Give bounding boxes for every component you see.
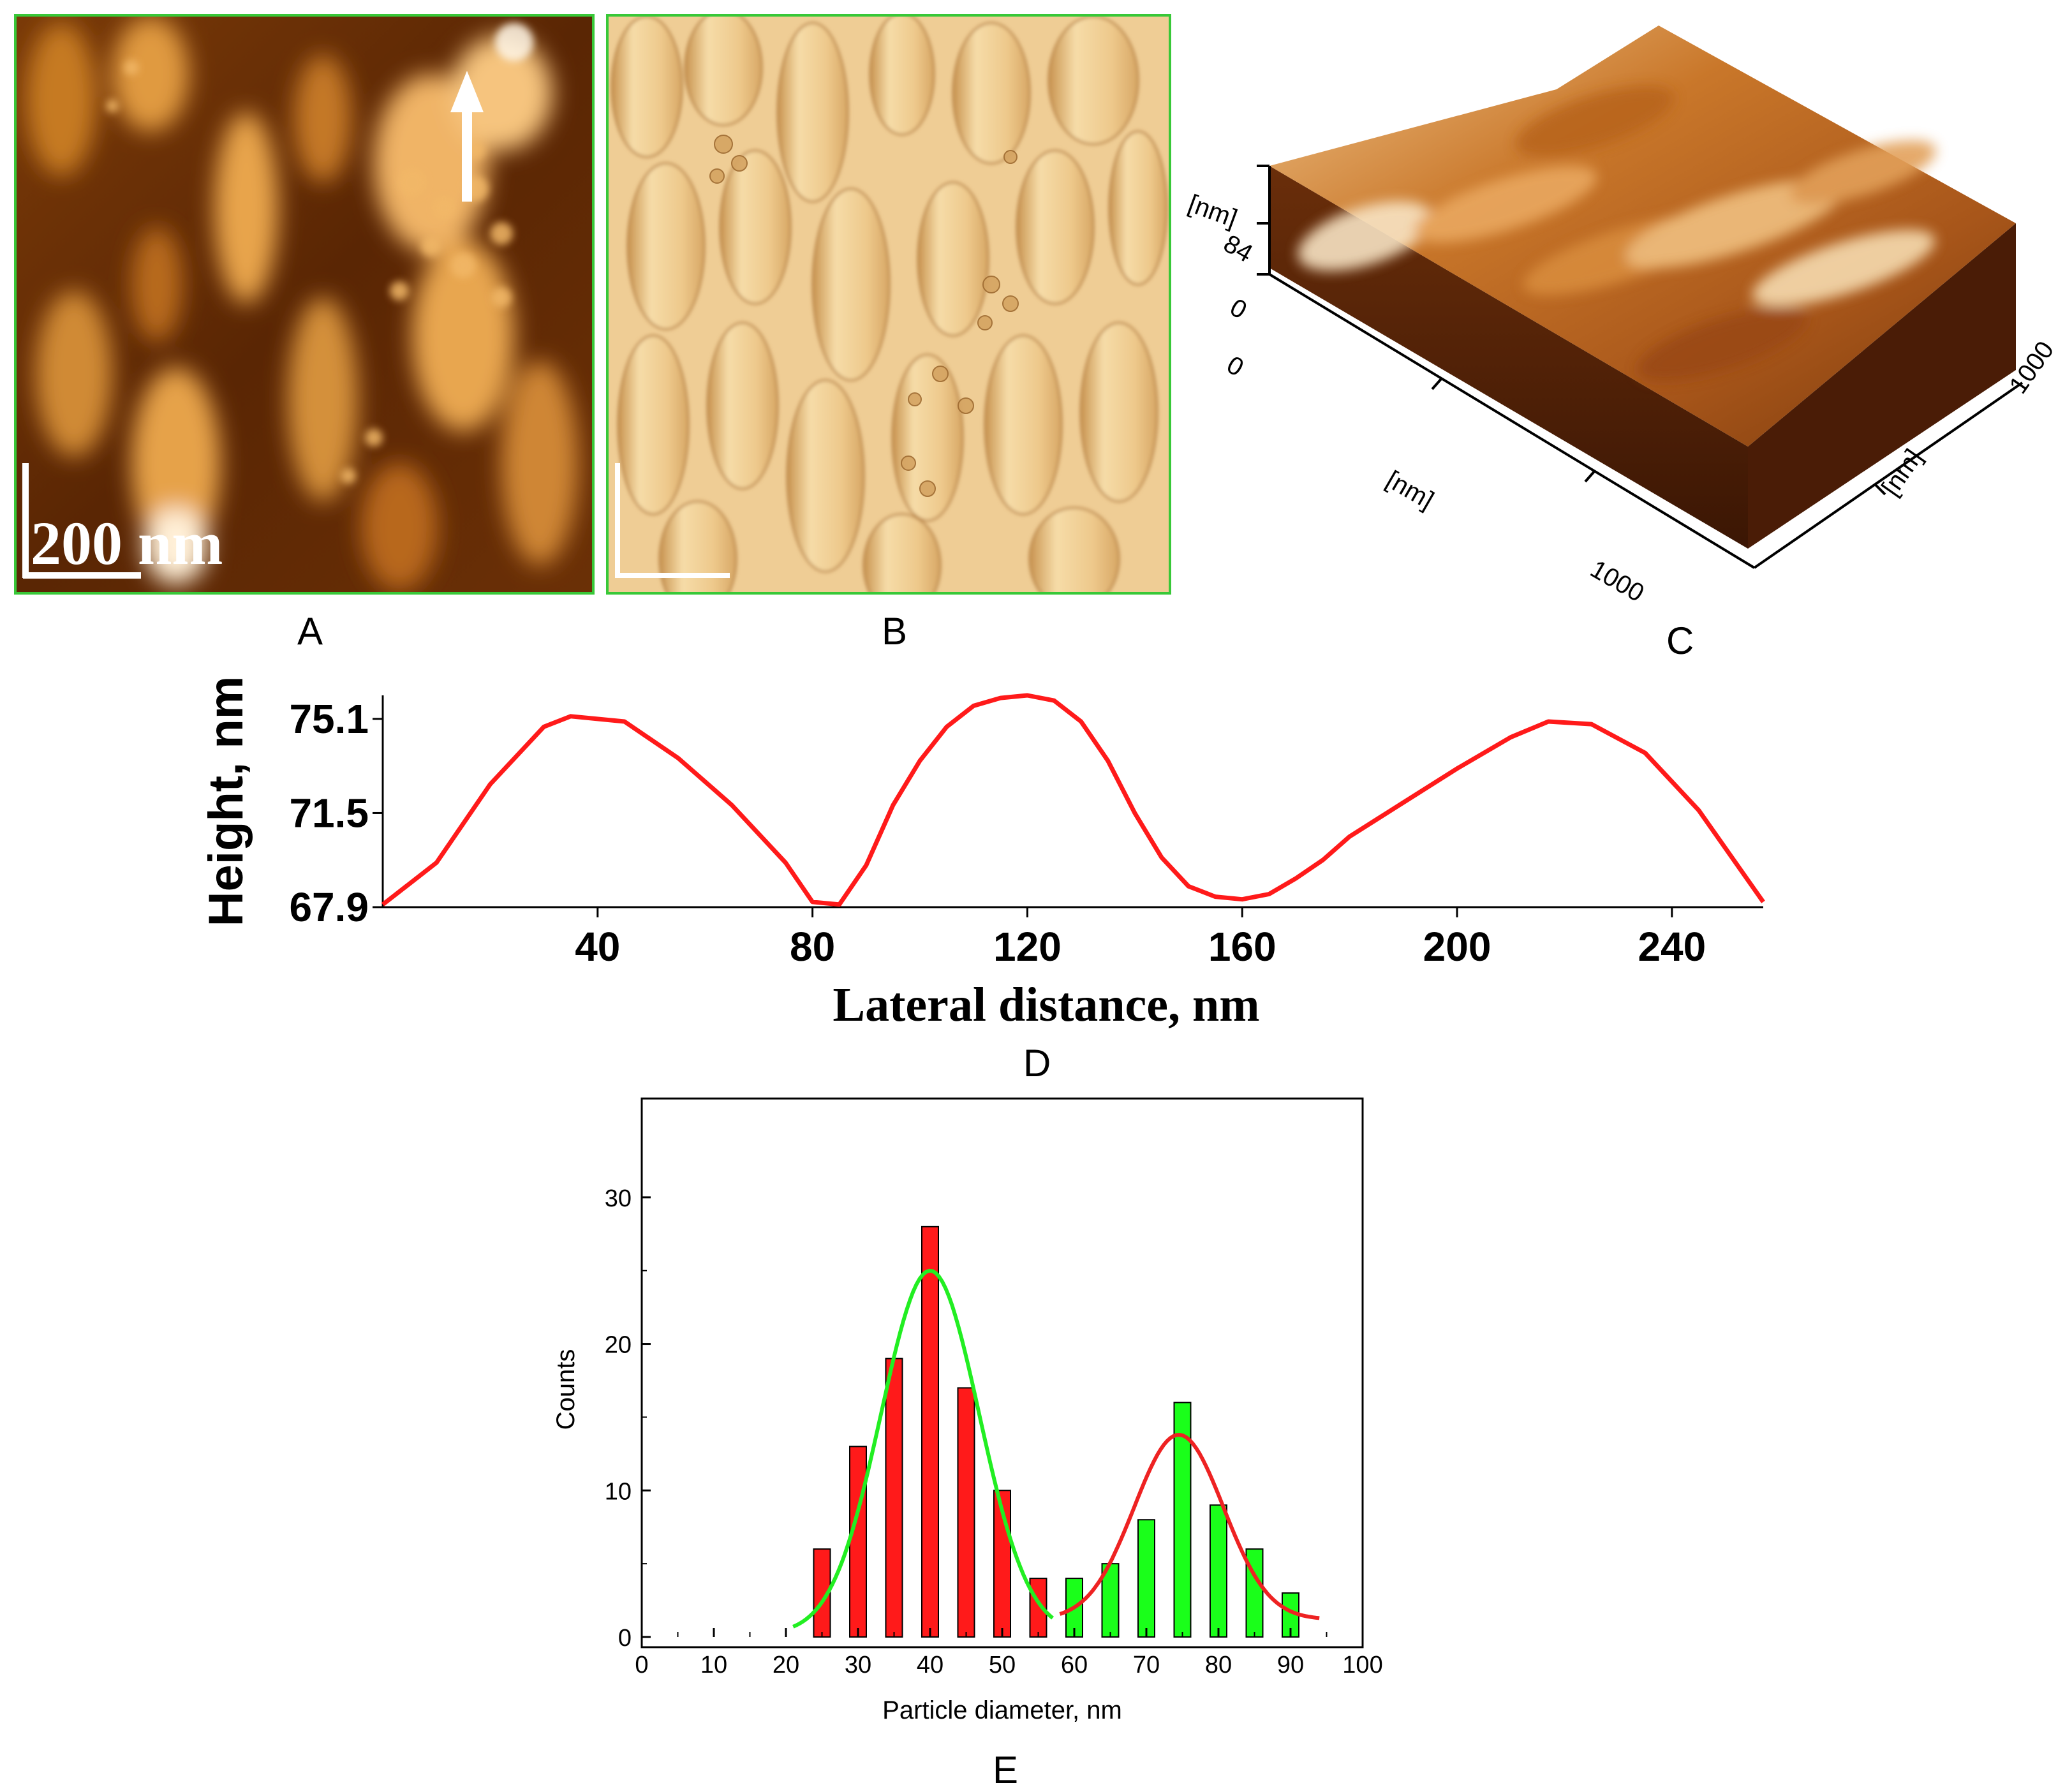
x-axis-max: 1000 <box>1586 555 1649 608</box>
x-tick-label: 0 <box>635 1652 648 1678</box>
histogram-bar <box>885 1358 903 1638</box>
afm-phase-image <box>606 14 1171 595</box>
x-tick-label: 90 <box>1277 1652 1304 1678</box>
histogram-bar <box>921 1226 939 1638</box>
y-tick-label: 30 <box>605 1185 632 1212</box>
panel-label-e: E <box>993 1749 1019 1791</box>
scale-bar-label: 200 nm <box>31 509 223 577</box>
arrow-annotation <box>450 71 484 202</box>
particle-histogram-chart: 0 10 20 30 0 10 20 30 40 50 60 70 80 90 100 Particle … <box>552 1097 1383 1722</box>
afm-3d-view: [nm] 84 0 0 [nm] 1000 [nm] 1000 <box>1174 13 2072 651</box>
x-tick-label: 40 <box>917 1652 944 1678</box>
histogram-bar <box>957 1387 975 1638</box>
x-tick-label: 120 <box>993 924 1062 970</box>
x-tick-label: 20 <box>773 1652 799 1678</box>
axes-3d <box>1257 165 2024 569</box>
afm-topography-image: 200 nm <box>14 14 595 595</box>
y-tick-label: 0 <box>618 1625 632 1652</box>
scale-bar <box>22 463 141 579</box>
x-axis-label: Lateral distance, nm <box>833 978 1259 1032</box>
side-wall-right <box>1748 223 2016 549</box>
x-tick-label: 80 <box>1205 1652 1232 1678</box>
x-tick-label: 10 <box>700 1652 727 1678</box>
x-tick-label: 160 <box>1208 924 1276 970</box>
z-axis-unit: [nm] <box>1185 189 1241 233</box>
panel-label-b: B <box>882 610 908 653</box>
height-profile-line <box>381 693 1765 907</box>
y-tick-label: 75.1 <box>289 696 369 742</box>
gaussian-fit-curve <box>792 1268 1054 1629</box>
x-axis-unit: [nm] <box>1382 466 1439 515</box>
histogram-bar <box>1137 1519 1155 1638</box>
x-tick-label: 50 <box>989 1652 1016 1678</box>
scale-bar <box>615 463 730 578</box>
histogram-bar <box>1173 1402 1192 1638</box>
x-tick-label: 200 <box>1423 924 1491 970</box>
y-tick-label: 20 <box>605 1332 632 1359</box>
panel-label-c: C <box>1666 619 1694 662</box>
side-wall-front <box>1269 166 1748 549</box>
plot-frame <box>640 1097 1364 1648</box>
gaussian-fit-curve <box>1059 1433 1320 1620</box>
origin-label: 0 <box>1222 351 1248 382</box>
height-profile-chart: 67.9 71.5 75.1 40 80 120 160 200 240 Lateral di… <box>199 676 1765 1032</box>
y-axis-label: Counts <box>552 1349 580 1430</box>
y-tick-label: 71.5 <box>289 790 369 836</box>
panel-label-d: D <box>1023 1042 1051 1085</box>
x-tick-label: 70 <box>1133 1652 1160 1678</box>
y-tick-label: 67.9 <box>289 884 369 930</box>
panel-label-a: A <box>297 610 323 653</box>
histogram-bar <box>1210 1504 1227 1638</box>
surface-3d: [nm] 84 0 0 [nm] 1000 [nm] 1000 <box>1185 26 2059 608</box>
topography-surface <box>17 17 592 592</box>
x-tick-label: 30 <box>845 1652 871 1678</box>
y-axis-label: Height, nm <box>199 676 253 926</box>
x-tick-label: 80 <box>790 924 835 970</box>
z-axis-min: 0 <box>1225 293 1252 325</box>
histogram-bar <box>849 1446 867 1638</box>
x-tick-label: 40 <box>575 924 620 970</box>
y-tick-label: 10 <box>605 1478 632 1505</box>
x-tick-label: 240 <box>1638 924 1706 970</box>
phase-surface <box>609 17 1169 592</box>
x-axis-label: Particle diameter, nm <box>882 1696 1122 1722</box>
x-tick-label: 60 <box>1061 1652 1088 1678</box>
z-axis-max: 84 <box>1219 230 1258 268</box>
x-tick-label: 100 <box>1342 1652 1382 1678</box>
